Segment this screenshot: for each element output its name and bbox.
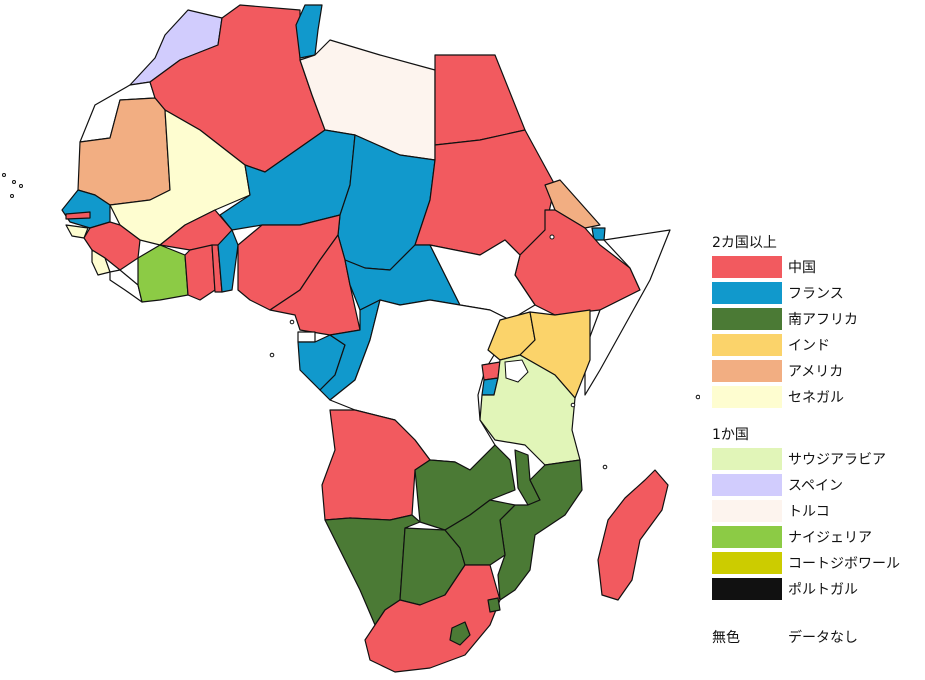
legend-label: フランス: [788, 286, 844, 302]
legend-swatch: [712, 448, 782, 470]
legend-swatch: [712, 334, 782, 356]
country-rwanda[interactable]: [481, 361, 501, 381]
country-ghana[interactable]: [184, 244, 216, 301]
island: [19, 184, 23, 188]
country-south-sudan[interactable]: [429, 239, 536, 321]
legend-swatch: [712, 500, 782, 522]
country-gambia[interactable]: [65, 211, 91, 220]
country-mozambique[interactable]: [497, 459, 583, 601]
legend-label: サウジアラビア: [788, 452, 886, 468]
legend-label: 南アフリカ: [788, 312, 858, 328]
country-eswatini[interactable]: [487, 597, 501, 613]
legend-item-india: インド: [712, 332, 917, 358]
country-egypt[interactable]: [434, 54, 526, 146]
island: [570, 402, 576, 408]
legend-nodata: 無色 データなし: [712, 626, 917, 648]
legend-item-usa: アメリカ: [712, 358, 917, 384]
legend-swatch: [712, 256, 782, 278]
legend-group-multi: 中国フランス南アフリカインドアメリカセネガル: [712, 254, 917, 410]
nodata-label: データなし: [788, 630, 858, 646]
island: [695, 394, 700, 400]
legend-item-saudi: サウジアラビア: [712, 446, 917, 472]
legend-label: コートジボワール: [788, 556, 900, 572]
legend-swatch: [712, 526, 782, 548]
legend-label: 中国: [788, 260, 816, 276]
legend-item-turkey: トルコ: [712, 498, 917, 524]
island: [289, 319, 295, 325]
country-eritrea[interactable]: [544, 179, 601, 229]
country-tanzania[interactable]: [479, 354, 581, 466]
country-lesotho[interactable]: [449, 621, 471, 646]
island: [602, 464, 608, 470]
country-zambia[interactable]: [414, 444, 516, 531]
island: [10, 194, 14, 198]
legend-swatch: [712, 360, 782, 382]
legend-item-china: 中国: [712, 254, 917, 280]
legend: 2カ国以上 中国フランス南アフリカインドアメリカセネガル 1か国 サウジアラビア…: [712, 232, 917, 648]
country-sierra-leone[interactable]: [91, 249, 111, 276]
legend-item-france: フランス: [712, 280, 917, 306]
legend-title-multi: 2カ国以上: [712, 235, 777, 251]
legend-swatch: [712, 578, 782, 600]
legend-swatch: [712, 552, 782, 574]
country-equatorial-guinea[interactable]: [297, 331, 316, 343]
legend-swatch: [712, 386, 782, 408]
legend-label: セネガル: [788, 390, 844, 406]
legend-label: スペイン: [788, 478, 844, 494]
legend-item-south_africa: 南アフリカ: [712, 306, 917, 332]
legend-label: ナイジェリア: [788, 530, 872, 546]
africa-map: [2, 4, 700, 673]
country-madagascar[interactable]: [597, 469, 669, 601]
country-liberia[interactable]: [109, 269, 143, 303]
legend-label: ポルトガル: [788, 582, 858, 598]
island: [269, 352, 275, 358]
legend-swatch: [712, 308, 782, 330]
island: [549, 234, 555, 240]
legend-label: トルコ: [788, 504, 830, 520]
legend-item-spain: スペイン: [712, 472, 917, 498]
legend-label: インド: [788, 338, 830, 354]
legend-group-single: サウジアラビア スペイントルコナイジェリアコートジボワール ポルトガル: [712, 446, 917, 602]
country-sudan[interactable]: [414, 129, 556, 256]
lake-victoria: [504, 359, 529, 383]
legend-swatch: [712, 282, 782, 304]
legend-title-single: 1か国: [712, 427, 749, 443]
island: [12, 180, 16, 184]
country-cote-divoire[interactable]: [137, 244, 189, 303]
legend-item-nigeria: ナイジェリア: [712, 524, 917, 550]
legend-item-cote: コートジボワール: [712, 550, 917, 576]
island: [2, 173, 6, 177]
country-south-africa[interactable]: [364, 564, 501, 673]
nodata-swatch-label: 無色: [712, 630, 740, 646]
country-zimbabwe[interactable]: [444, 499, 516, 566]
country-benin[interactable]: [217, 229, 239, 293]
legend-item-portugal: ポルトガル: [712, 576, 917, 602]
legend-label: アメリカ: [788, 364, 844, 380]
legend-item-senegal: セネガル: [712, 384, 917, 410]
legend-swatch: [712, 474, 782, 496]
